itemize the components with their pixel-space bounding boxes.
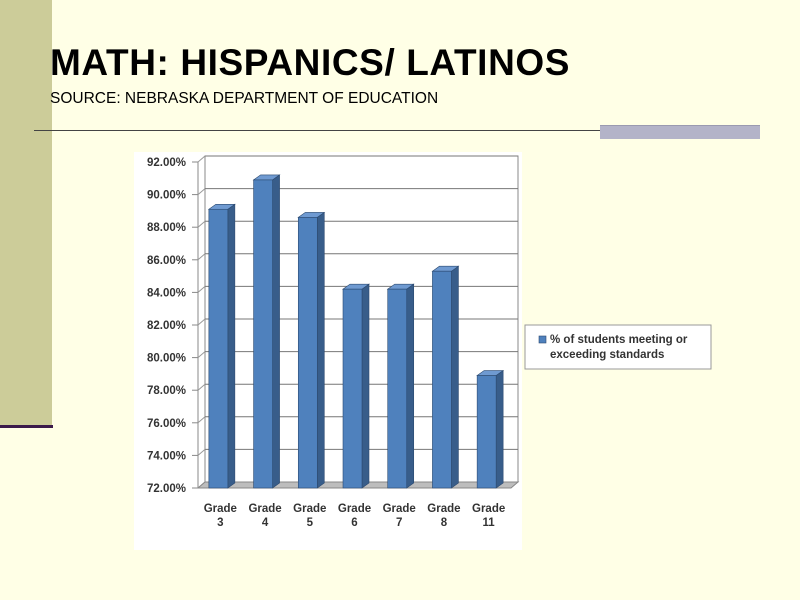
bar-side [272,174,280,489]
title-divider-line [34,130,760,131]
gridline-side [197,383,206,391]
y-tick-label: 78.00% [147,385,186,397]
bar [476,375,497,489]
gridline-side [197,318,206,326]
bar [253,179,273,489]
y-tick-label: 88.00% [147,222,186,234]
bar [208,208,229,489]
gridline-side [197,220,206,228]
legend-swatch [538,335,547,344]
bar [387,288,408,489]
x-tick-label: 11 [483,517,496,529]
x-tick-label: Grade [293,503,326,515]
x-tick-label: 6 [351,517,357,529]
bar [342,288,363,489]
gridline-side [197,155,206,163]
gridline-side [197,351,206,358]
y-tick-label: 80.00% [147,353,186,365]
x-tick-label: Grade [472,503,505,515]
sidebar-rule [0,425,53,428]
x-tick-label: Grade [338,503,371,515]
bar-side [495,369,504,489]
gridline-side [197,188,206,195]
y-tick-label: 84.00% [147,287,186,299]
legend-box [524,324,712,370]
bar [297,217,318,489]
gridline-side [197,253,206,261]
sidebar-accent [0,0,52,427]
x-tick-label: 5 [307,517,314,529]
title-divider-block [600,125,760,139]
x-tick-label: Grade [204,503,237,515]
gridline-side [197,286,206,293]
bar-side [451,265,459,489]
x-tick-label: 4 [262,517,269,529]
x-tick-label: 7 [396,517,402,529]
gridline-side [197,449,206,456]
x-tick-label: 8 [441,517,448,529]
bar-side [227,203,236,489]
x-tick-label: 3 [217,517,223,529]
bar-side [361,283,370,489]
y-tick-label: 90.00% [147,190,186,202]
y-tick-label: 72.00% [147,483,186,495]
y-tick-label: 92.00% [147,157,186,169]
x-tick-label: Grade [248,503,281,515]
y-tick-label: 82.00% [147,320,186,332]
bar-side [316,211,325,489]
y-tick-label: 86.00% [147,255,186,267]
bar-side [406,283,415,489]
legend-label: exceeding standards [550,349,664,361]
y-tick-label: 76.00% [147,418,186,430]
legend-label: % of students meeting or [550,334,688,346]
gridline-side [197,416,206,424]
x-tick-label: Grade [383,503,416,515]
x-tick-label: Grade [427,503,460,515]
y-tick-label: 74.00% [147,450,186,462]
page-title: MATH: HISPANICS/ LATINOS [50,42,571,83]
page-subtitle: SOURCE: NEBRASKA DEPARTMENT OF EDUCATION [50,90,439,107]
bar [432,270,452,489]
